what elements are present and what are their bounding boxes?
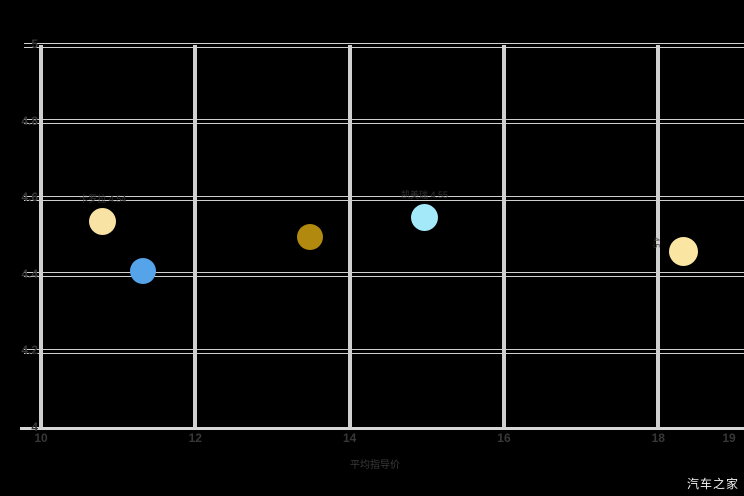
x-axis-line (20, 426, 744, 430)
x-tick-label: 19 (722, 431, 736, 445)
vertical-gridline (501, 45, 506, 428)
horizontal-gridline (24, 348, 744, 354)
x-tick-label: 10 (34, 431, 48, 445)
x-tick-label: 16 (497, 431, 511, 445)
bubble-label: 4.5 (651, 236, 661, 248)
horizontal-gridline (24, 272, 744, 278)
y-tick-label: 4.8 (21, 113, 38, 128)
bubble-label: 凯美瑞 4.55 (400, 189, 448, 200)
y-tick-label: 4.6 (21, 190, 38, 205)
x-axis-title: 平均指导价 (350, 460, 400, 471)
x-tick-label: 12 (188, 431, 202, 445)
watermark-autohome: 汽车之家 (686, 477, 739, 491)
x-tick-label: 14 (342, 431, 357, 445)
y-tick-label: 5 (31, 37, 38, 51)
data-bubble[interactable] (410, 203, 438, 231)
data-bubble[interactable] (297, 223, 324, 250)
y-tick-label: 4.4 (21, 266, 38, 281)
data-bubble[interactable] (89, 207, 117, 235)
horizontal-gridline (24, 119, 744, 125)
horizontal-gridline (24, 42, 744, 48)
y-tick-label: 4.2 (21, 343, 38, 358)
vertical-gridline (656, 45, 661, 428)
vertical-gridline (347, 45, 352, 428)
data-bubble[interactable] (669, 237, 699, 267)
y-axis-line (39, 45, 43, 428)
y-tick-label: 4 (31, 420, 38, 434)
bubble-label: 卡罗拉 4.54 (79, 193, 127, 204)
data-bubble[interactable] (129, 257, 156, 284)
vertical-gridline (193, 45, 198, 428)
x-tick-label: 18 (651, 431, 665, 445)
horizontal-gridline (24, 195, 744, 201)
